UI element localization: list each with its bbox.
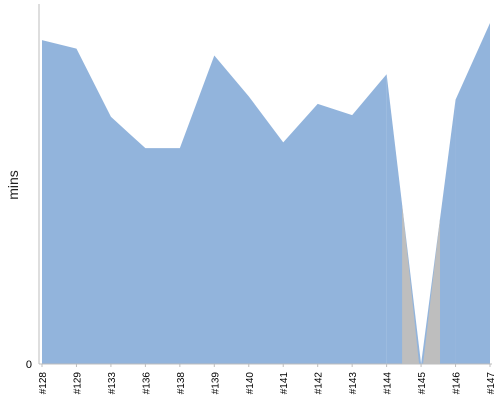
x-tick-label: #129	[72, 372, 83, 395]
area-series	[42, 23, 490, 365]
x-ticks: #128 #129 #133 #136 #138 #139 #140 #141 #142 #143…	[38, 364, 497, 394]
y-axis-label: mins	[5, 170, 21, 200]
area-segment	[421, 99, 456, 364]
x-tick-label: #142	[314, 372, 325, 395]
x-tick-label: #139	[210, 372, 221, 395]
failed-wedge	[402, 204, 420, 364]
y-tick-label: 0	[26, 359, 32, 371]
area-segment	[386, 74, 422, 364]
y-ticks: 0	[26, 359, 32, 371]
x-tick-label: #136	[141, 372, 152, 395]
area-segment	[42, 40, 387, 364]
x-tick-label: #128	[38, 372, 49, 395]
x-tick-label: #144	[383, 372, 394, 395]
x-tick-label: #141	[279, 372, 290, 395]
area-segment	[455, 23, 490, 365]
x-tick-label: #147	[486, 372, 497, 395]
x-tick-label: #133	[107, 372, 118, 395]
failed-wedge	[423, 218, 441, 364]
x-tick-label: #138	[176, 372, 187, 395]
x-tick-label: #145	[417, 372, 428, 395]
x-tick-label: #143	[348, 372, 359, 395]
x-tick-label: #140	[245, 372, 256, 395]
x-tick-label: #146	[452, 372, 463, 395]
